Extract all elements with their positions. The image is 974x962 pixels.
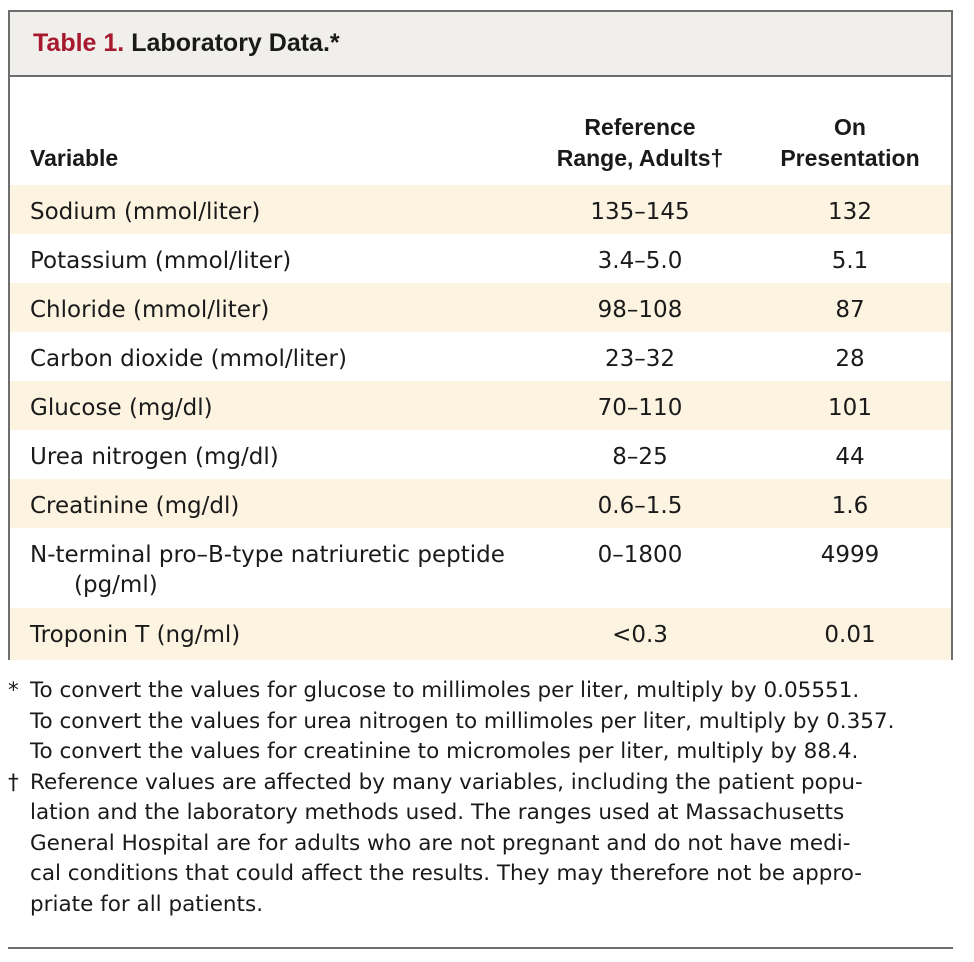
header-on-presentation: On Presentation: [750, 112, 950, 174]
cell-on-presentation: 101: [828, 395, 872, 421]
table-row: Chloride (mmol/liter) 98–108 87: [10, 283, 951, 332]
cell-reference-range: 8–25: [612, 444, 668, 470]
cell-on-presentation: 28: [835, 346, 865, 372]
cell-reference-range: 3.4–5.0: [597, 248, 683, 274]
cell-variable-line1: N-terminal pro–B-type natriuretic peptid…: [30, 542, 505, 568]
header-presentation-line2: Presentation: [780, 145, 920, 171]
cell-variable: Creatinine (mg/dl): [30, 493, 240, 519]
table-title-bar: Table 1. Laboratory Data.*: [10, 12, 951, 77]
footnote-line: To convert the values for urea nitrogen …: [30, 708, 895, 734]
footnote-mark: *: [8, 678, 19, 703]
cell-reference-range: 23–32: [604, 346, 676, 372]
cell-on-presentation: 44: [835, 444, 865, 470]
table-title: Laboratory Data.*: [131, 29, 340, 57]
table-body: Sodium (mmol/liter) 135–145 132 Potassiu…: [10, 185, 951, 660]
cell-on-presentation: 87: [835, 297, 865, 323]
table-row: Creatinine (mg/dl) 0.6–1.5 1.6: [10, 479, 951, 528]
table-row: Carbon dioxide (mmol/liter) 23–32 28: [10, 332, 951, 381]
cell-on-presentation: 4999: [820, 542, 880, 568]
cell-on-presentation: 0.01: [824, 622, 876, 648]
footnote-line: priate for all patients.: [30, 891, 264, 917]
header-reference-line2: Range, Adults†: [556, 145, 724, 171]
cell-reference-range: <0.3: [612, 622, 668, 648]
footnote-line: To convert the values for creatinine to …: [30, 739, 859, 764]
cell-variable: Troponin T (ng/ml): [30, 622, 241, 648]
cell-reference-range: 98–108: [597, 297, 683, 323]
cell-variable: Urea nitrogen (mg/dl): [30, 444, 279, 470]
cell-variable: Carbon dioxide (mmol/liter): [30, 346, 347, 372]
footnote-mark: †: [8, 769, 19, 795]
lab-data-table: Table 1. Laboratory Data.* Variable Refe…: [8, 10, 953, 660]
table-row: Urea nitrogen (mg/dl) 8–25 44: [10, 430, 951, 479]
header-reference-line1: Reference: [584, 114, 696, 140]
footnote-line: General Hospital are for adults who are …: [30, 830, 851, 856]
cell-on-presentation: 132: [828, 199, 872, 225]
table-row: N-terminal pro–B-type natriuretic peptid…: [10, 528, 951, 608]
header-variable: Variable: [30, 145, 119, 171]
cell-on-presentation: 5.1: [831, 248, 869, 274]
table-row: Troponin T (ng/ml) <0.3 0.01: [10, 608, 951, 660]
table-header-row: Variable Reference Range, Adults† On Pre…: [10, 96, 951, 174]
footnote-line: lation and the laboratory methods used. …: [30, 800, 845, 825]
cell-reference-range: 0–1800: [597, 542, 683, 568]
table-label: Table 1.: [33, 29, 125, 57]
header-presentation-line1: On: [834, 114, 866, 140]
footnote-line: cal conditions that could affect the res…: [30, 861, 863, 886]
footnotes: * To convert the values for glucose to m…: [8, 676, 953, 920]
cell-variable: N-terminal pro–B-type natriuretic peptid…: [30, 540, 530, 600]
footnote-asterisk: * To convert the values for glucose to m…: [8, 676, 953, 768]
cell-on-presentation: 1.6: [831, 493, 869, 519]
table-row: Potassium (mmol/liter) 3.4–5.0 5.1: [10, 234, 951, 283]
table-row: Sodium (mmol/liter) 135–145 132: [10, 185, 951, 234]
footnote-line: To convert the values for glucose to mil…: [30, 678, 860, 703]
cell-reference-range: 0.6–1.5: [597, 493, 683, 519]
cell-variable: Glucose (mg/dl): [30, 395, 213, 421]
cell-reference-range: 70–110: [597, 395, 683, 421]
cell-reference-range: 135–145: [590, 199, 690, 225]
table-row: Glucose (mg/dl) 70–110 101: [10, 381, 951, 430]
cell-variable: Sodium (mmol/liter): [30, 199, 261, 225]
footnote-dagger: † Reference values are affected by many …: [8, 768, 953, 921]
bottom-divider: [8, 947, 953, 949]
header-reference-range: Reference Range, Adults†: [530, 112, 750, 174]
footnote-line: Reference values are affected by many va…: [30, 769, 863, 795]
cell-variable: Potassium (mmol/liter): [30, 248, 292, 274]
cell-variable: Chloride (mmol/liter): [30, 297, 270, 323]
cell-variable-line2: (pg/ml): [74, 572, 158, 598]
